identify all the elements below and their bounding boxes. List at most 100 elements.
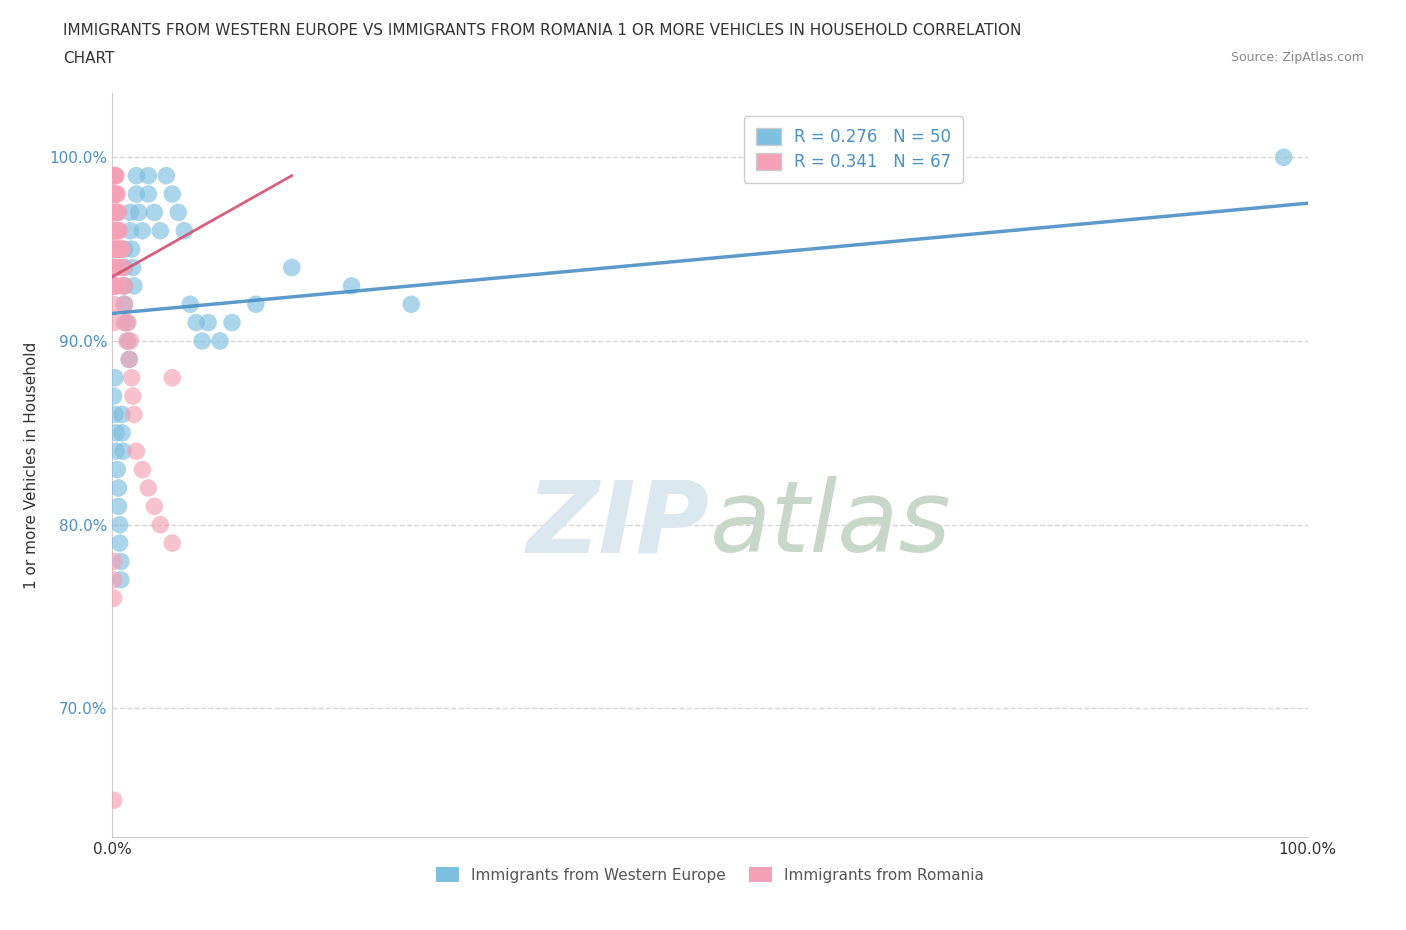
Point xyxy=(120,334,142,349)
Text: IMMIGRANTS FROM WESTERN EUROPE VS IMMIGRANTS FROM ROMANIA 1 OR MORE VEHICLES IN : IMMIGRANTS FROM WESTERN EUROPE VS IMMIGR… xyxy=(63,23,1022,38)
Point xyxy=(401,297,423,312)
Point xyxy=(121,260,143,275)
Point xyxy=(103,260,125,275)
Point xyxy=(105,242,128,257)
Point xyxy=(110,260,132,275)
Point xyxy=(103,591,125,605)
Point xyxy=(105,223,128,238)
Point xyxy=(162,187,183,202)
Text: CHART: CHART xyxy=(63,51,115,66)
Point xyxy=(138,481,160,496)
Point xyxy=(179,297,201,312)
Point xyxy=(103,554,125,569)
Point xyxy=(209,334,232,349)
Point xyxy=(191,334,214,349)
Point xyxy=(103,572,125,587)
Point xyxy=(105,260,128,275)
Point xyxy=(114,278,135,293)
Point xyxy=(114,297,135,312)
Point xyxy=(162,536,183,551)
Point xyxy=(105,462,128,477)
Point xyxy=(186,315,208,330)
Point xyxy=(103,242,125,257)
Legend: Immigrants from Western Europe, Immigrants from Romania: Immigrants from Western Europe, Immigran… xyxy=(430,860,990,889)
Point xyxy=(104,168,127,183)
Point xyxy=(105,425,128,440)
Point xyxy=(107,205,129,219)
Point xyxy=(104,278,127,293)
Point xyxy=(105,168,128,183)
Point xyxy=(103,205,125,219)
Point xyxy=(245,297,267,312)
Point xyxy=(103,389,125,404)
Point xyxy=(125,444,148,458)
Point xyxy=(104,168,127,183)
Point xyxy=(121,389,143,404)
Point xyxy=(108,223,131,238)
Point xyxy=(112,444,135,458)
Point xyxy=(125,168,148,183)
Point xyxy=(105,205,128,219)
Point xyxy=(122,407,145,422)
Point xyxy=(128,205,150,219)
Point xyxy=(108,536,131,551)
Point xyxy=(103,297,125,312)
Point xyxy=(281,260,304,275)
Point xyxy=(103,205,125,219)
Point xyxy=(104,242,127,257)
Point xyxy=(118,352,141,366)
Point xyxy=(114,278,135,293)
Point xyxy=(114,297,135,312)
Point xyxy=(103,168,125,183)
Point xyxy=(118,352,141,366)
Point xyxy=(162,370,183,385)
Point xyxy=(107,481,129,496)
Point xyxy=(105,242,128,257)
Point xyxy=(103,242,125,257)
Point xyxy=(111,278,134,293)
Point xyxy=(143,205,166,219)
Point xyxy=(103,260,125,275)
Point xyxy=(131,462,153,477)
Point xyxy=(104,407,127,422)
Point xyxy=(120,223,142,238)
Point xyxy=(104,205,127,219)
Point xyxy=(103,315,125,330)
Point xyxy=(104,370,127,385)
Point xyxy=(105,444,128,458)
Point xyxy=(111,407,134,422)
Point xyxy=(155,168,177,183)
Point xyxy=(105,187,128,202)
Point xyxy=(197,315,219,330)
Point xyxy=(143,498,166,513)
Point xyxy=(104,187,127,202)
Point xyxy=(149,223,172,238)
Point xyxy=(114,242,135,257)
Point xyxy=(105,223,128,238)
Point xyxy=(167,205,190,219)
Point xyxy=(103,223,125,238)
Point xyxy=(131,223,153,238)
Y-axis label: 1 or more Vehicles in Household: 1 or more Vehicles in Household xyxy=(24,341,38,589)
Point xyxy=(340,278,363,293)
Point xyxy=(125,187,148,202)
Point xyxy=(1272,150,1295,165)
Point xyxy=(117,315,139,330)
Text: Source: ZipAtlas.com: Source: ZipAtlas.com xyxy=(1230,51,1364,64)
Point xyxy=(114,315,135,330)
Point xyxy=(110,554,132,569)
Point xyxy=(103,223,125,238)
Point xyxy=(103,792,125,807)
Text: ZIP: ZIP xyxy=(527,476,710,573)
Point xyxy=(112,260,135,275)
Point xyxy=(104,278,127,293)
Point xyxy=(114,260,135,275)
Point xyxy=(110,572,132,587)
Point xyxy=(104,223,127,238)
Point xyxy=(105,205,128,219)
Point xyxy=(122,278,145,293)
Point xyxy=(138,168,160,183)
Point xyxy=(103,187,125,202)
Text: atlas: atlas xyxy=(710,476,952,573)
Point xyxy=(108,242,131,257)
